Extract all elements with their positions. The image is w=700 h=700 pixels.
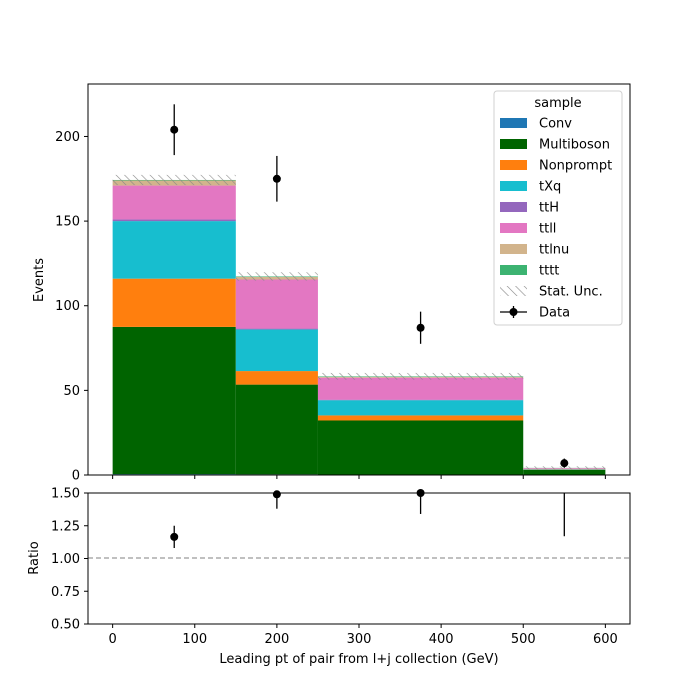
stat-unc-band-1 — [235, 272, 318, 281]
legend-title: sample — [534, 96, 581, 111]
legend-swatch-data — [509, 308, 518, 316]
x-tick-label: 600 — [593, 632, 618, 647]
bar-ttll-0 — [112, 185, 236, 220]
data-point-0 — [170, 125, 179, 134]
bar-txq-1 — [235, 329, 318, 372]
main-y-axis: 0 50 100 150 200 — [55, 130, 88, 484]
bar-txq-0 — [112, 221, 236, 279]
legend-swatch-stat-unc — [500, 286, 527, 296]
legend-label-tttt: tttt — [539, 264, 559, 279]
data-point-3 — [560, 459, 569, 468]
main-y-label: Events — [32, 258, 47, 302]
legend-label-stat-unc: Stat. Unc. — [539, 285, 603, 300]
legend-swatch-conv — [500, 118, 527, 128]
ratio-y-label: Ratio — [27, 541, 42, 574]
y-tick-label: 150 — [55, 215, 80, 230]
ratio-point-0 — [170, 532, 179, 541]
legend-label-txq: tXq — [539, 180, 561, 195]
x-tick-label: 300 — [347, 632, 372, 647]
legend-label-multiboson: Multiboson — [539, 138, 610, 153]
bar-tth-0 — [112, 219, 236, 222]
stat-unc-band-3 — [523, 466, 606, 470]
stat-unc-band-0 — [112, 174, 236, 186]
x-tick-label: 0 — [108, 632, 116, 647]
bar-multiboson-0 — [112, 326, 236, 475]
ratio-point-1 — [272, 490, 281, 499]
ratio-points — [170, 489, 565, 549]
legend-label-ttlnu: ttlnu — [539, 243, 569, 258]
legend-swatch-ttlnu — [500, 244, 527, 254]
main-x-ticks — [112, 475, 606, 479]
ratio-y-tick-label: 1.00 — [51, 552, 80, 567]
ratio-y-tick-label: 0.75 — [51, 585, 80, 600]
legend-swatch-ttll — [500, 223, 527, 233]
legend-label-conv: Conv — [539, 117, 572, 132]
legend-swatch-multiboson — [500, 139, 527, 149]
bar-nonprompt-2 — [317, 415, 524, 421]
legend-label-ttll: ttll — [539, 222, 556, 237]
bar-multiboson-2 — [317, 420, 524, 475]
legend-swatch-txq — [500, 181, 527, 191]
x-tick-label: 400 — [429, 632, 454, 647]
legend-swatch-tth — [500, 202, 527, 212]
stacked-bars — [112, 179, 606, 475]
y-tick-label: 100 — [55, 299, 80, 314]
legend-label-tth: ttH — [539, 201, 559, 216]
bar-nonprompt-0 — [112, 278, 236, 327]
x-tick-label: 100 — [182, 632, 207, 647]
stat-unc-bands — [112, 174, 606, 470]
ratio-x-axis: 0 100 200 300 400 500 600 — [108, 624, 618, 647]
bar-nonprompt-1 — [235, 371, 318, 385]
ratio-y-axis: 0.50 0.75 1.00 1.25 1.50 — [51, 487, 88, 633]
legend-swatch-tttt — [500, 265, 527, 275]
ratio-y-tick-label: 0.50 — [51, 618, 80, 633]
data-point-1 — [272, 174, 281, 183]
data-points — [170, 104, 569, 468]
legend: sample Conv Multiboson Nonprompt tXq ttH ttll… — [493, 90, 623, 326]
bar-multiboson-3 — [523, 469, 606, 475]
legend-label-data: Data — [539, 306, 570, 321]
ratio-y-tick-label: 1.50 — [51, 487, 80, 502]
y-tick-label: 0 — [72, 469, 80, 484]
bar-txq-2 — [317, 400, 524, 416]
bar-tth-1 — [235, 328, 318, 330]
bar-ttll-2 — [317, 377, 524, 400]
bar-ttll-1 — [235, 279, 318, 329]
data-point-2 — [416, 323, 425, 332]
x-axis-label: Leading pt of pair from l+j collection (… — [219, 652, 498, 667]
legend-swatch-nonprompt — [500, 160, 527, 170]
y-tick-label: 200 — [55, 130, 80, 145]
bar-multiboson-1 — [235, 384, 318, 475]
legend-label-nonprompt: Nonprompt — [539, 159, 612, 174]
ratio-y-tick-label: 1.25 — [51, 519, 80, 534]
x-tick-label: 500 — [511, 632, 536, 647]
x-tick-label: 200 — [264, 632, 289, 647]
stat-unc-band-2 — [317, 372, 524, 380]
y-tick-label: 50 — [63, 384, 80, 399]
bar-tth-2 — [317, 399, 524, 401]
